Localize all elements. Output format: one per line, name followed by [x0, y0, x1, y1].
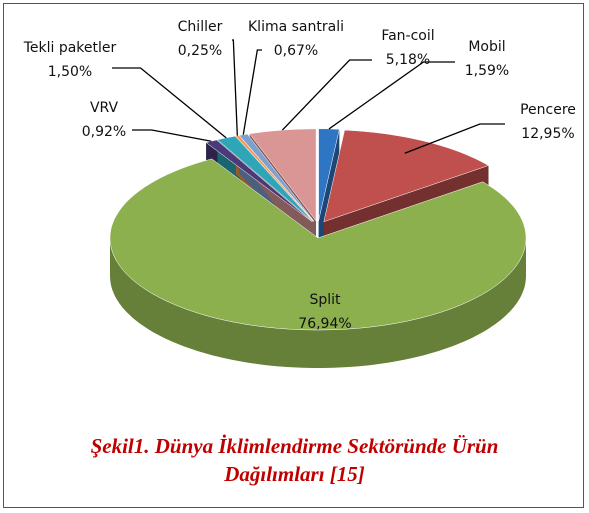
value-label: 76,94%	[298, 316, 351, 332]
category-label: VRV	[90, 100, 119, 116]
value-label: 12,95%	[521, 126, 574, 142]
leader-line	[112, 67, 227, 139]
leader-line	[132, 129, 212, 142]
category-label: Chiller	[178, 19, 223, 35]
leader-line	[281, 59, 372, 131]
leader-line	[404, 123, 505, 154]
category-label: Pencere	[520, 102, 576, 118]
value-label: 0,92%	[82, 124, 126, 140]
frame	[3, 3, 584, 508]
leader-line	[328, 61, 455, 130]
category-label: Split	[309, 292, 341, 308]
category-label: Mobil	[468, 39, 505, 55]
slice-cut	[318, 129, 340, 259]
leader-line	[242, 49, 262, 135]
category-label: Klima santrali	[248, 19, 344, 35]
slice-side	[110, 238, 526, 368]
category-label: Fan-coil	[381, 28, 434, 44]
caption: Şekil1. Dünya İklimlendirme Sektöründe Ü…	[0, 432, 589, 488]
caption-line: Şekil1. Dünya İklimlendirme Sektöründe Ü…	[90, 434, 499, 458]
slice	[238, 133, 315, 222]
value-label: 5,18%	[386, 52, 430, 68]
slice	[323, 129, 490, 223]
value-label: 0,67%	[274, 43, 318, 59]
leader-line	[232, 39, 238, 136]
category-label: Tekli paketler	[23, 40, 117, 56]
value-label: 0,25%	[178, 43, 222, 59]
slice	[109, 158, 527, 331]
caption-line: Dağılımları [15]	[224, 462, 365, 486]
value-label: 1,59%	[465, 63, 509, 79]
value-label: 1,50%	[48, 64, 92, 80]
